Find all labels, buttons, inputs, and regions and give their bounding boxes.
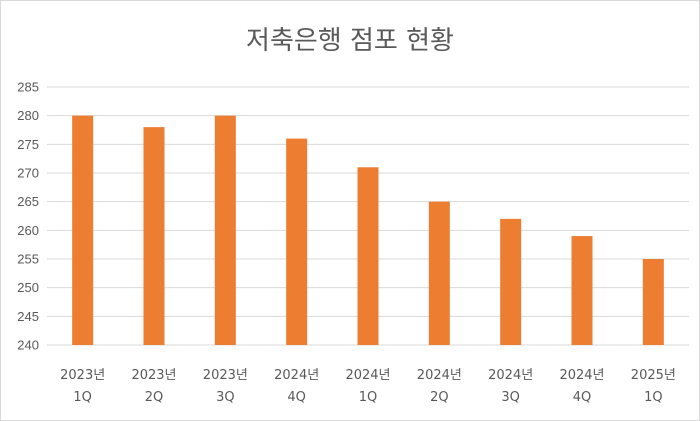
x-tick-label: 3Q xyxy=(501,390,520,405)
bars xyxy=(72,115,664,346)
y-tick-label: 270 xyxy=(17,166,39,181)
bar xyxy=(500,218,522,345)
y-tick-label: 260 xyxy=(17,223,39,238)
y-tick-label: 245 xyxy=(17,309,39,324)
y-tick-label: 275 xyxy=(17,137,39,152)
y-axis-ticks: 240 245 250 255 260 265 270 275 280 285 xyxy=(17,80,39,353)
x-tick-label: 4Q xyxy=(287,390,306,405)
y-tick-label: 265 xyxy=(17,194,39,209)
x-tick-label: 2024년 xyxy=(345,368,390,383)
x-tick-label: 1Q xyxy=(73,390,92,405)
x-tick-label: 4Q xyxy=(573,390,592,405)
chart-title: 저축은행 점포 현황 xyxy=(246,26,454,56)
x-tick-label: 2024년 xyxy=(488,368,533,383)
bar xyxy=(72,115,94,346)
x-tick-label: 2024년 xyxy=(559,368,604,383)
bar xyxy=(286,138,308,345)
y-tick-label: 240 xyxy=(17,338,39,353)
x-tick-label: 2024년 xyxy=(274,368,319,383)
bar xyxy=(642,259,664,345)
bar xyxy=(428,201,450,345)
x-tick-label: 2025년 xyxy=(631,368,676,383)
bar xyxy=(143,127,165,345)
y-tick-label: 280 xyxy=(17,108,39,123)
bar xyxy=(571,236,593,345)
x-tick-label: 2023년 xyxy=(131,368,176,383)
x-tick-label: 1Q xyxy=(644,390,663,405)
y-tick-label: 255 xyxy=(17,252,39,267)
x-tick-label: 2023년 xyxy=(203,368,248,383)
y-tick-label: 285 xyxy=(17,80,39,95)
y-tick-label: 250 xyxy=(17,280,39,295)
x-tick-label: 2Q xyxy=(145,390,164,405)
x-axis-labels: 2023년 1Q 2023년 2Q 2023년 3Q 2024년 4Q 2024년 1Q 2024년… xyxy=(60,368,676,405)
x-tick-label: 2023년 xyxy=(60,368,105,383)
x-tick-label: 3Q xyxy=(216,390,235,405)
bar xyxy=(357,167,379,345)
x-tick-label: 2Q xyxy=(430,390,449,405)
bar xyxy=(214,115,236,346)
x-tick-label: 2024년 xyxy=(417,368,462,383)
x-tick-label: 1Q xyxy=(359,390,378,405)
